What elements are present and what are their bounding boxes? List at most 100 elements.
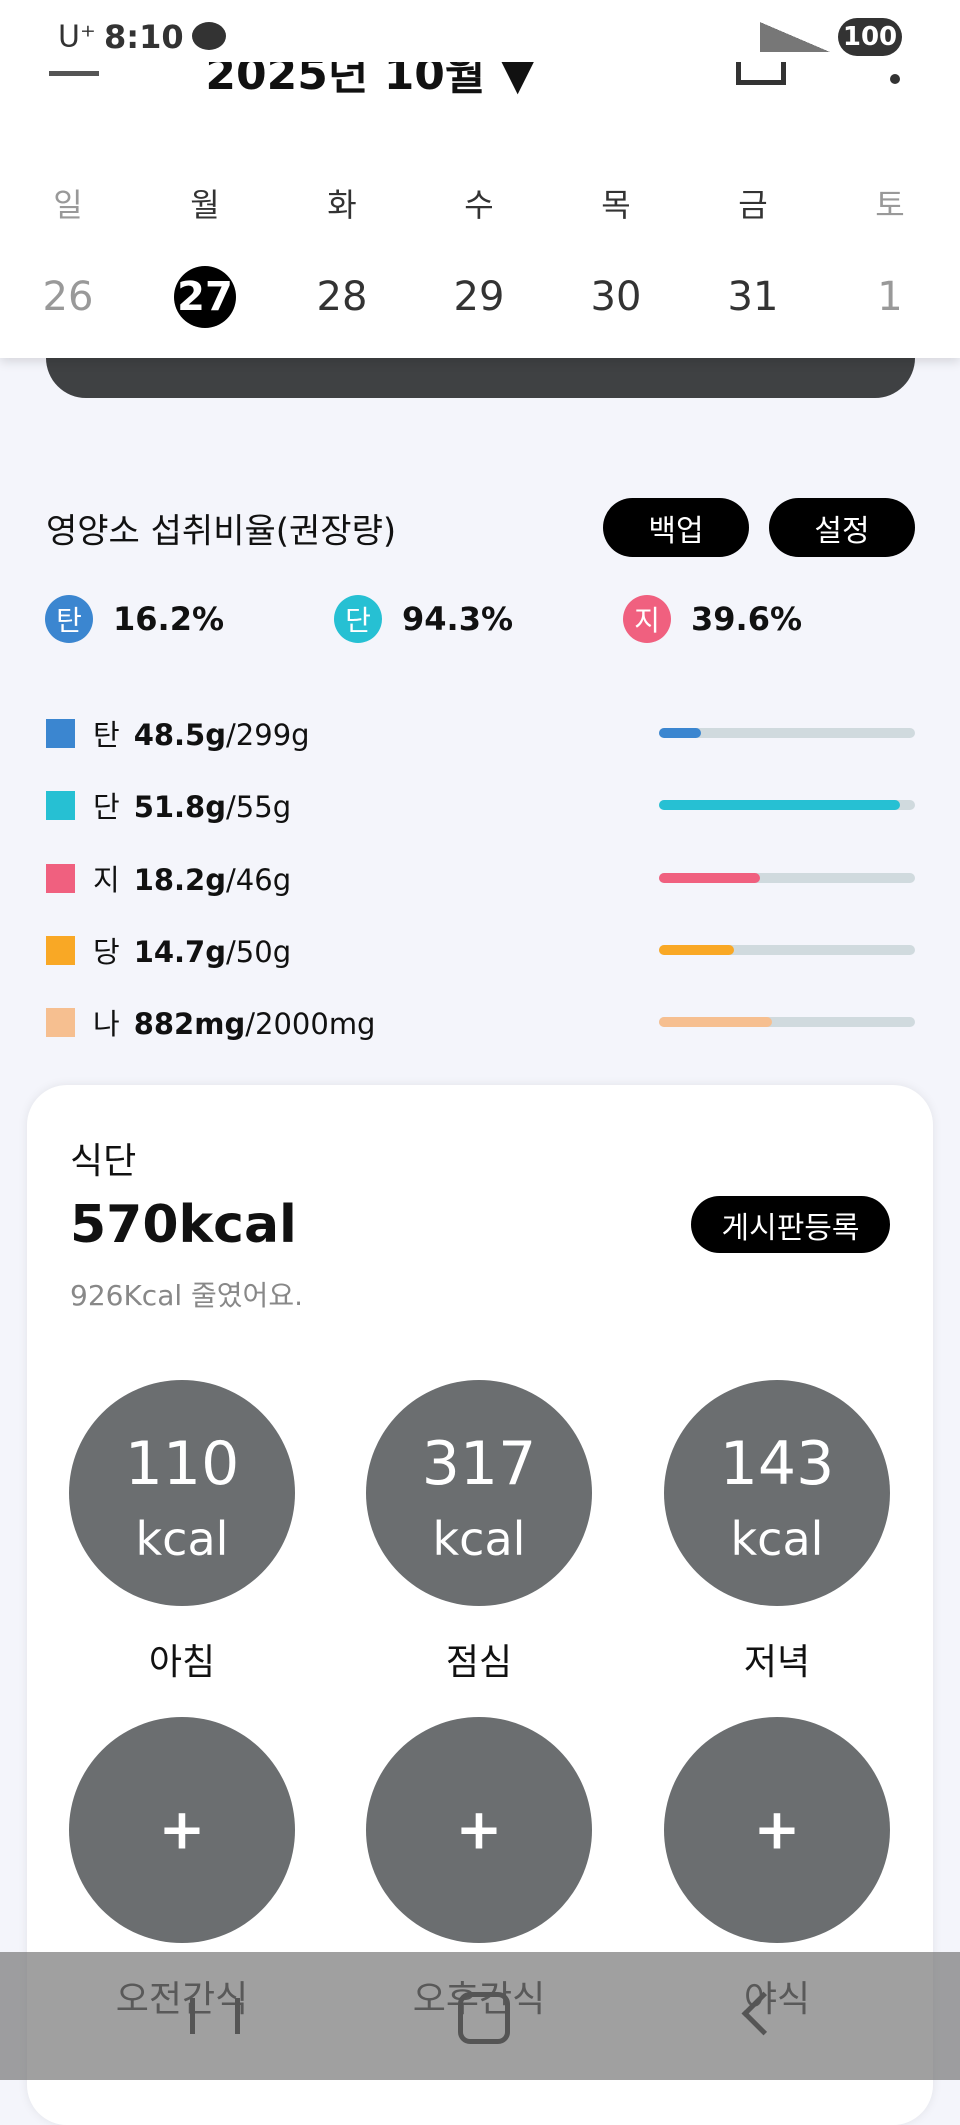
ratio-badge: 탄: [45, 595, 93, 643]
weekday: 수: [464, 186, 494, 224]
separator: /: [245, 1007, 255, 1042]
meal-kcal: 110: [124, 1429, 240, 1499]
date[interactable]: 26: [42, 274, 94, 320]
home-button[interactable]: [458, 1992, 510, 2044]
date[interactable]: 31: [727, 274, 779, 320]
selected-date-marker[interactable]: [174, 266, 236, 328]
add-symbol: +: [158, 1797, 206, 1863]
intake-value: 14.7: [133, 934, 206, 969]
meal-name: 아침: [148, 1642, 216, 1683]
nav-bar: [0, 1952, 960, 2080]
meal-name: 점심: [445, 1642, 513, 1683]
separator: /: [226, 718, 236, 752]
goal-unit: g: [272, 862, 292, 897]
progress-fill: [659, 800, 901, 811]
recent-apps-button[interactable]: [190, 1998, 240, 2034]
date[interactable]: 1: [877, 274, 903, 320]
date[interactable]: 28: [316, 274, 368, 320]
ratio-badge: 단: [334, 595, 382, 643]
backup-button[interactable]: 백업: [603, 498, 749, 557]
nutrient-name: 당: [93, 934, 120, 969]
intake-unit: g: [205, 718, 227, 752]
add-symbol: +: [753, 1797, 801, 1863]
progress-track: [659, 944, 915, 955]
ratio-value: 39.6%: [691, 600, 803, 638]
meal-title: 식단: [70, 1141, 137, 1182]
meal-circle[interactable]: 143 kcal: [664, 1380, 890, 1606]
weekday: 일: [53, 186, 83, 224]
nutrient-text: 지 18.2g/46g: [93, 857, 291, 899]
meal-circle[interactable]: 317 kcal: [366, 1380, 592, 1606]
separator: /: [226, 934, 236, 969]
progress-fill: [659, 1017, 772, 1028]
date[interactable]: 29: [453, 274, 505, 320]
intake-unit: mg: [194, 1007, 246, 1042]
progress-track: [659, 1017, 915, 1028]
time: 8:10: [104, 18, 184, 56]
goal-unit: g: [272, 934, 292, 969]
nutrient-text: 당 14.7g/50g: [93, 929, 291, 971]
progress-track: [659, 800, 915, 811]
menu-icon[interactable]: [49, 71, 99, 76]
meal-unit: kcal: [730, 1512, 824, 1566]
intake: 882mg: [134, 1007, 246, 1041]
intake-value: 882: [133, 1007, 195, 1042]
meal-note: 926Kcal 줄였어요.: [70, 1279, 303, 1312]
ratio-value: 94.3%: [402, 600, 514, 638]
ratio-badge: 지: [623, 595, 671, 643]
calendar-icon[interactable]: [736, 40, 786, 85]
meal-total: 570kcal: [70, 1195, 297, 1255]
progress-track: [659, 728, 915, 738]
progress-fill: [659, 872, 761, 883]
goal-value: 46: [235, 862, 273, 897]
separator: /: [226, 790, 236, 825]
add-meal-circle[interactable]: +: [69, 1717, 295, 1943]
status-bar: U⁺ 8:10 100: [0, 0, 960, 62]
add-symbol: +: [455, 1797, 503, 1863]
goal-unit: g: [291, 718, 310, 752]
goal-value: 2000: [255, 1007, 329, 1042]
date[interactable]: 27: [177, 274, 233, 320]
color-swatch: [46, 863, 75, 893]
nutrient-text: 탄 48.5g/299g: [93, 712, 310, 754]
battery: 100: [838, 18, 902, 56]
battery-level: 100: [842, 22, 898, 52]
intake: 48.5g: [134, 718, 226, 752]
intake: 14.7g: [134, 935, 226, 969]
intake-value: 18.2: [133, 862, 206, 897]
progress-fill: [659, 728, 701, 738]
goal-unit: g: [272, 790, 292, 825]
goal-value: 50: [235, 934, 273, 969]
nutrient-name: 나: [93, 1007, 120, 1042]
add-meal-circle[interactable]: +: [366, 1717, 592, 1943]
nutrient-title: 영양소 섭취비율(권장량): [46, 511, 397, 552]
back-button[interactable]: [741, 1991, 786, 2036]
top-panel: 2025년 10월 ▼ U⁺ 8:10 100 일 26 월 27 화 28 수 29 목 30 금…: [0, 0, 960, 358]
intake-unit: g: [205, 790, 227, 825]
progress-fill: [659, 944, 735, 955]
carrier: U⁺: [58, 19, 96, 55]
weekday: 목: [601, 186, 631, 224]
date[interactable]: 30: [590, 274, 642, 320]
color-swatch: [46, 791, 75, 821]
weekday: 금: [738, 186, 768, 224]
nutrient-name: 단: [93, 790, 120, 825]
more-icon[interactable]: [890, 74, 900, 84]
meal-name: 저녁: [743, 1642, 811, 1683]
ratio-value: 16.2%: [113, 600, 225, 638]
board-button[interactable]: 게시판등록: [691, 1196, 890, 1253]
goal-unit: mg: [328, 1007, 376, 1042]
goal-value: 299: [235, 718, 292, 752]
meal-card: 식단 570kcal 926Kcal 줄였어요. 게시판등록 110 kcal 아침…: [27, 1085, 933, 2125]
intake: 51.8g: [134, 790, 226, 824]
weekday: 화: [327, 186, 357, 224]
add-meal-circle[interactable]: +: [664, 1717, 890, 1943]
weekday: 월: [190, 186, 220, 224]
intake-value: 51.8: [133, 790, 206, 825]
meal-circle[interactable]: 110 kcal: [69, 1380, 295, 1606]
intake-unit: g: [205, 862, 227, 897]
color-swatch: [46, 1008, 75, 1038]
settings-button[interactable]: 설정: [769, 498, 915, 557]
color-swatch: [46, 935, 75, 965]
